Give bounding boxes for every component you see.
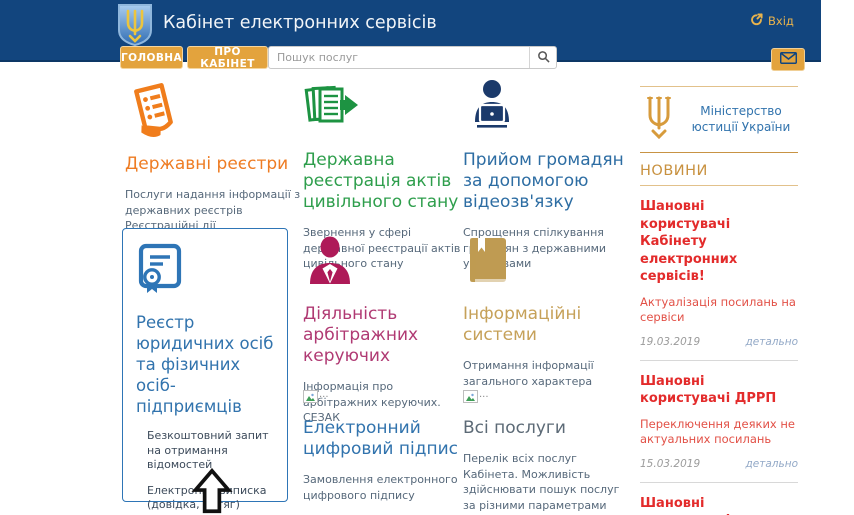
news-item: Шановні користувачі Кабінету електронних…: [640, 186, 798, 348]
egr-link-free-request[interactable]: Безкоштовний запит на отримання відомост…: [147, 429, 269, 471]
trident-shield-icon: [117, 3, 153, 47]
card-description: Замовлення електронного цифрового підпис…: [303, 473, 458, 502]
divider: [640, 86, 798, 87]
card-title[interactable]: Державна реєстрація актів цивільного ста…: [303, 150, 459, 212]
businessman-icon: [303, 236, 463, 292]
news-header: НОВИНИ: [640, 163, 708, 179]
news-title: Шановні користувачі Кабінету електронних…: [640, 495, 730, 515]
news-item: Шановні користувачі Кабінету електронних…: [640, 483, 798, 515]
nav-home-button[interactable]: ГОЛОВНА: [120, 46, 183, 69]
news-title: Шановні користувачі ДРРП: [640, 373, 777, 407]
card-description: Інформація про арбітражних керуючих. СЕЗ…: [303, 380, 441, 424]
broken-image-icon: ...: [303, 390, 469, 404]
card-state-registries[interactable]: Державні реєстри Послуги надання інформа…: [125, 80, 301, 234]
search-box: [268, 46, 557, 69]
mail-button[interactable]: [771, 48, 805, 71]
login-icon: [750, 13, 763, 29]
card-title[interactable]: Прийом громадян за допомогою відеозв'язк…: [463, 150, 624, 212]
card-title[interactable]: Реєстр юридичних осіб та фізичних осіб-п…: [136, 313, 274, 416]
card-digital-signature[interactable]: ... Електронний цифровий підпис Замовлен…: [303, 390, 469, 503]
card-description: Послуги надання інформації з державних р…: [125, 188, 301, 217]
news-more-link[interactable]: детально: [745, 335, 798, 348]
divider: [640, 185, 798, 186]
news-date: 19.03.2019: [640, 335, 701, 348]
book-icon: [463, 234, 633, 292]
login-link[interactable]: Вхід: [750, 13, 794, 29]
divider: [640, 152, 798, 153]
news-item: Шановні користувачі ДРРП Переключення де…: [640, 361, 798, 470]
trident-icon: [644, 95, 674, 143]
card-description: Перелік всіх послуг Кабінета. Можливість…: [463, 452, 620, 512]
broken-image-icon: ...: [463, 390, 633, 404]
card-legal-entities-registry[interactable]: Реєстр юридичних осіб та фізичних осіб-п…: [122, 228, 288, 511]
nav-about-button[interactable]: ПРО КАБІНЕТ: [187, 46, 268, 70]
news-subtitle: Переключення деяких не актуальних посила…: [640, 416, 795, 446]
divider: [640, 359, 798, 361]
card-title[interactable]: Електронний цифровий підпис: [303, 418, 458, 459]
login-label: Вхід: [768, 14, 794, 28]
documents-arrow-icon: [303, 80, 461, 138]
person-laptop-icon: [463, 78, 633, 138]
ministry-label: Міністерство юстиції України: [691, 104, 791, 134]
search-icon: [537, 50, 550, 66]
search-input[interactable]: [269, 47, 529, 68]
ministry-of-justice-link[interactable]: Міністерство юстиції України: [640, 87, 798, 152]
card-title[interactable]: Інформаційні системи: [463, 304, 582, 345]
card-information-systems[interactable]: Інформаційні системи Отримання інформаці…: [463, 234, 633, 389]
card-title[interactable]: Всі послуги: [463, 418, 566, 438]
search-button[interactable]: [529, 47, 556, 68]
news-subtitle: Актуалізація посилань на сервіси: [640, 294, 796, 324]
news-title: Шановні користувачі Кабінету електронних…: [640, 199, 738, 284]
card-title[interactable]: Діяльність арбітражних керуючих: [303, 304, 419, 366]
news-date: 15.03.2019: [640, 457, 701, 470]
news-more-link[interactable]: детально: [745, 457, 798, 470]
card-arbitration-managers[interactable]: Діяльність арбітражних керуючих Інформац…: [303, 236, 463, 426]
card-description: Отримання інформації загального характер…: [463, 359, 594, 388]
envelope-icon: [779, 51, 797, 67]
site-title: Кабінет електронних сервісів: [163, 13, 437, 33]
sidebar: Міністерство юстиції України НОВИНИ Шано…: [640, 86, 798, 515]
divider: [640, 481, 798, 483]
document-list-icon: [125, 80, 301, 142]
certificate-icon: [136, 242, 277, 300]
card-title[interactable]: Державні реєстри: [125, 154, 289, 174]
cursor-arrow: [191, 467, 233, 515]
site-logo[interactable]: [117, 3, 153, 47]
card-all-services[interactable]: ... Всі послуги Перелік всіх послуг Кабі…: [463, 390, 633, 513]
